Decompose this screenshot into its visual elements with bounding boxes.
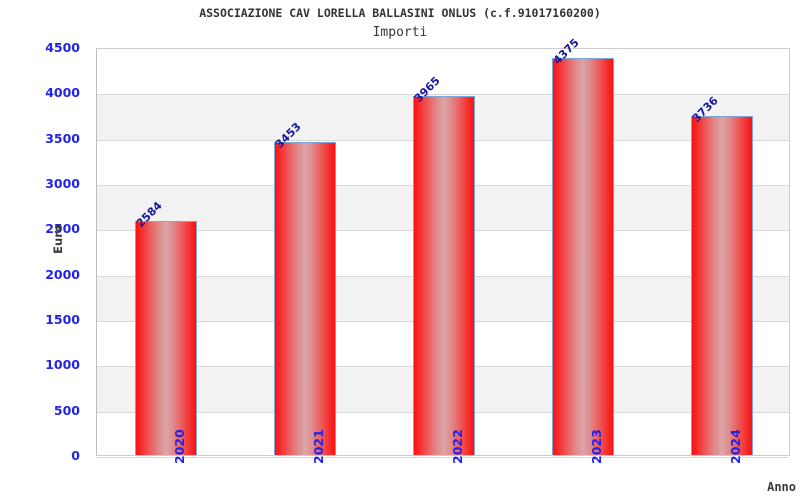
y-tick-label: 4000 <box>45 85 80 101</box>
gridline <box>97 457 789 458</box>
bar[interactable] <box>690 116 753 455</box>
y-tick-label: 2500 <box>45 221 80 237</box>
bar[interactable] <box>413 95 475 455</box>
y-tick-label: 2000 <box>45 266 80 282</box>
x-tick-label: 2022 <box>450 429 465 464</box>
y-tick-label: 500 <box>53 402 80 418</box>
y-tick-label: 3000 <box>45 176 80 191</box>
y-tick-label: 4500 <box>45 40 80 55</box>
x-tick-label: 2020 <box>172 429 188 464</box>
x-tick-label: 2023 <box>588 429 604 464</box>
y-axis-title: Euro <box>50 224 65 254</box>
chart-subtitle: Importi <box>372 25 428 40</box>
bar[interactable] <box>274 141 337 455</box>
bar[interactable] <box>551 58 614 455</box>
x-axis-title: Anno <box>767 480 796 494</box>
chart-title: ASSOCIAZIONE CAV LORELLA BALLASINI ONLUS… <box>199 6 601 20</box>
y-tick-label: 1500 <box>45 312 80 327</box>
y-tick-label: 3500 <box>45 130 80 146</box>
bar[interactable] <box>135 220 198 455</box>
plot-area: 2584 3453 3965 4375 3736 <box>96 36 790 458</box>
x-tick-label: 2024 <box>727 429 743 464</box>
x-tick-label: 2021 <box>311 429 327 464</box>
y-axis-tick-labels: 4500 4000 3500 3000 2500 2000 1500 1000 500 0 <box>0 0 88 500</box>
y-tick-label: 0 <box>71 448 80 463</box>
gridline <box>97 94 789 96</box>
y-tick-label: 1000 <box>45 357 80 373</box>
